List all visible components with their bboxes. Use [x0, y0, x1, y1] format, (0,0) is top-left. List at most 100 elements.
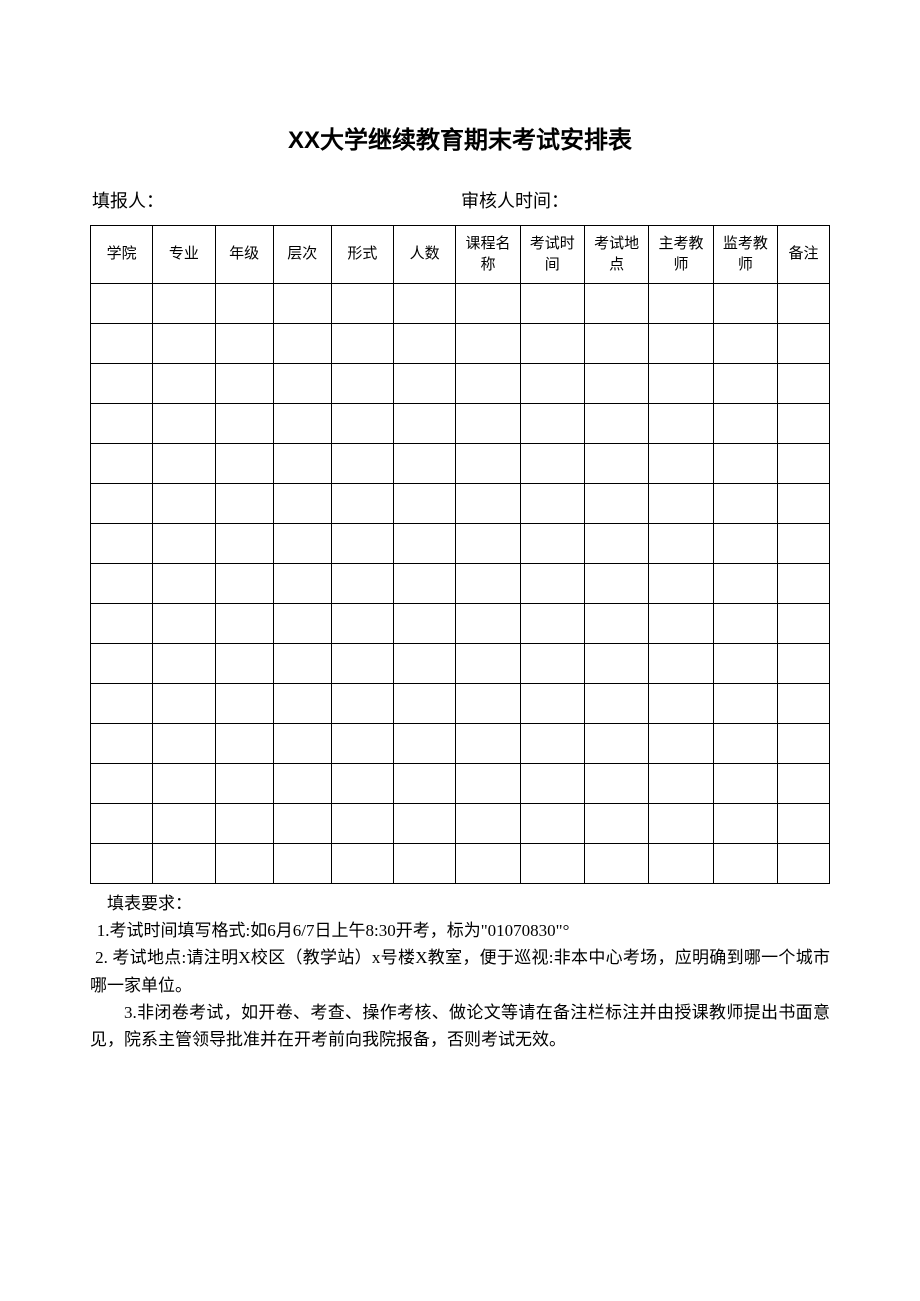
notes-heading: 填表要求：	[90, 890, 830, 917]
table-cell	[713, 284, 777, 324]
table-cell	[713, 564, 777, 604]
table-cell	[778, 764, 830, 804]
table-cell	[215, 524, 273, 564]
page-title: XX大学继续教育期末考试安排表	[90, 120, 830, 155]
table-cell	[520, 444, 584, 484]
table-header-cell: 形式	[331, 226, 393, 284]
table-cell	[273, 844, 331, 884]
table-cell	[273, 524, 331, 564]
reviewer-label: 审核人时间：	[461, 187, 830, 213]
table-cell	[273, 604, 331, 644]
table-cell	[584, 644, 648, 684]
table-cell	[153, 444, 215, 484]
table-cell	[331, 684, 393, 724]
notes-item: 2. 考试地点:请注明X校区（教学站）x号楼X教室，便于巡视:非本中心考场，应明…	[90, 944, 830, 998]
table-cell	[649, 284, 713, 324]
notes-item: 1.考试时间填写格式:如6月6/7日上午8:30开考，标为"01070830"°	[90, 917, 830, 944]
table-cell	[331, 604, 393, 644]
table-cell	[713, 844, 777, 884]
table-cell	[215, 804, 273, 844]
table-cell	[456, 764, 520, 804]
table-cell	[153, 764, 215, 804]
table-cell	[394, 364, 456, 404]
table-cell	[331, 844, 393, 884]
table-cell	[520, 804, 584, 844]
table-cell	[273, 804, 331, 844]
table-cell	[456, 364, 520, 404]
table-cell	[91, 604, 153, 644]
table-row	[91, 724, 830, 764]
table-cell	[273, 484, 331, 524]
table-cell	[91, 484, 153, 524]
table-cell	[215, 724, 273, 764]
table-cell	[394, 844, 456, 884]
table-row	[91, 564, 830, 604]
table-cell	[584, 684, 648, 724]
table-cell	[713, 444, 777, 484]
table-cell	[456, 404, 520, 444]
exam-schedule-table: 学院专业年级层次形式人数课程名称考试时间考试地点主考教师监考教师备注	[90, 225, 830, 884]
table-cell	[273, 284, 331, 324]
table-cell	[215, 644, 273, 684]
reporter-label: 填报人：	[92, 187, 461, 213]
table-cell	[649, 684, 713, 724]
table-cell	[215, 324, 273, 364]
table-row	[91, 524, 830, 564]
table-cell	[778, 604, 830, 644]
table-cell	[394, 324, 456, 364]
table-cell	[456, 844, 520, 884]
table-cell	[91, 804, 153, 844]
table-cell	[520, 524, 584, 564]
table-cell	[394, 604, 456, 644]
table-cell	[649, 484, 713, 524]
table-cell	[331, 404, 393, 444]
table-cell	[778, 364, 830, 404]
table-cell	[520, 364, 584, 404]
table-cell	[153, 844, 215, 884]
table-cell	[91, 364, 153, 404]
table-cell	[649, 324, 713, 364]
table-cell	[394, 524, 456, 564]
table-cell	[778, 724, 830, 764]
table-cell	[456, 724, 520, 764]
table-cell	[649, 844, 713, 884]
table-row	[91, 764, 830, 804]
table-cell	[713, 644, 777, 684]
table-header-cell: 考试地点	[584, 226, 648, 284]
table-cell	[584, 764, 648, 804]
table-cell	[273, 404, 331, 444]
table-header-cell: 备注	[778, 226, 830, 284]
table-cell	[456, 804, 520, 844]
table-row	[91, 684, 830, 724]
table-cell	[331, 484, 393, 524]
table-cell	[520, 684, 584, 724]
table-cell	[649, 524, 713, 564]
table-cell	[91, 684, 153, 724]
table-cell	[394, 764, 456, 804]
table-header-row: 学院专业年级层次形式人数课程名称考试时间考试地点主考教师监考教师备注	[91, 226, 830, 284]
table-cell	[331, 524, 393, 564]
table-cell	[713, 484, 777, 524]
table-cell	[153, 324, 215, 364]
table-cell	[331, 764, 393, 804]
table-cell	[456, 284, 520, 324]
table-cell	[520, 724, 584, 764]
table-cell	[153, 364, 215, 404]
table-cell	[520, 644, 584, 684]
table-cell	[713, 724, 777, 764]
notes-section: 填表要求： 1.考试时间填写格式:如6月6/7日上午8:30开考，标为"0107…	[90, 890, 830, 1053]
table-cell	[91, 444, 153, 484]
table-cell	[273, 764, 331, 804]
table-cell	[649, 604, 713, 644]
table-cell	[584, 604, 648, 644]
table-cell	[153, 644, 215, 684]
table-row	[91, 844, 830, 884]
table-cell	[713, 364, 777, 404]
table-cell	[713, 764, 777, 804]
table-cell	[215, 684, 273, 724]
table-cell	[331, 804, 393, 844]
table-header-cell: 考试时间	[520, 226, 584, 284]
notes-item: 3.非闭卷考试，如开卷、考查、操作考核、做论文等请在备注栏标注并由授课教师提出书…	[90, 999, 830, 1053]
table-cell	[331, 364, 393, 404]
table-cell	[778, 524, 830, 564]
